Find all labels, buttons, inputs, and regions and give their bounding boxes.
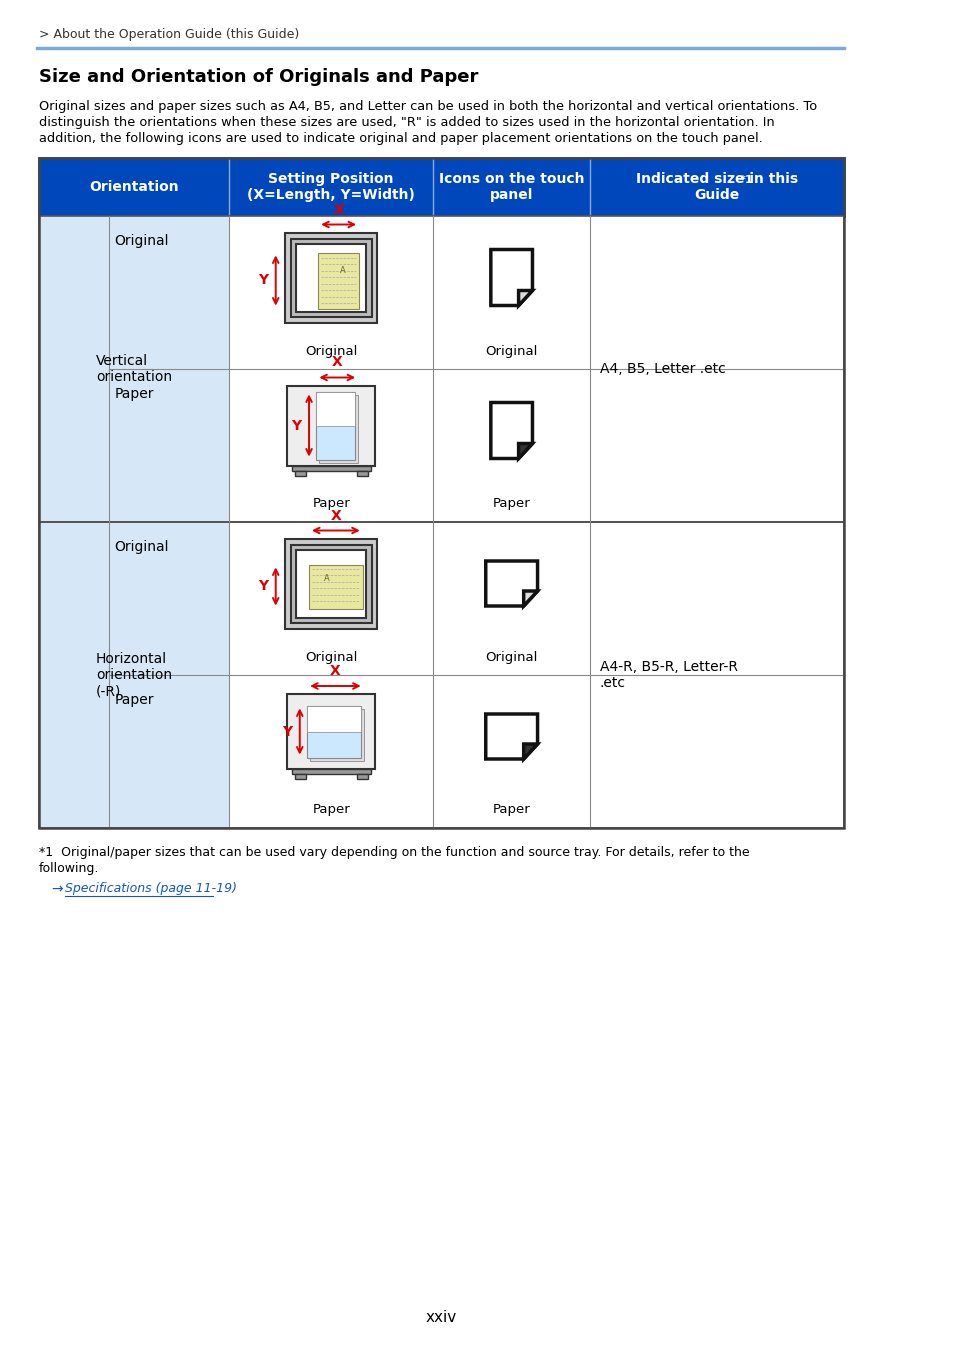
- Polygon shape: [485, 562, 537, 606]
- Text: > About the Operation Guide (this Guide): > About the Operation Guide (this Guide): [39, 28, 299, 40]
- Text: Original: Original: [305, 651, 357, 663]
- Polygon shape: [491, 402, 532, 459]
- Text: Horizontal
orientation
(-R): Horizontal orientation (-R): [96, 652, 172, 698]
- Text: Original: Original: [114, 540, 169, 553]
- Text: *1  Original/paper sizes that can be used vary depending on the function and sou: *1 Original/paper sizes that can be used…: [39, 846, 749, 859]
- Text: following.: following.: [39, 863, 99, 875]
- Text: Vertical
orientation: Vertical orientation: [96, 354, 172, 385]
- Bar: [291, 544, 372, 622]
- Text: X: X: [332, 355, 342, 370]
- Text: xxiv: xxiv: [425, 1311, 456, 1326]
- Text: Paper: Paper: [312, 498, 350, 510]
- Text: A: A: [339, 266, 345, 275]
- Text: addition, the following icons are used to indicate original and paper placement : addition, the following icons are used t…: [39, 132, 761, 144]
- Text: X: X: [330, 664, 340, 678]
- Bar: [39, 158, 843, 216]
- Text: Original: Original: [114, 234, 169, 248]
- Text: Y: Y: [282, 725, 292, 738]
- Text: Y: Y: [258, 274, 268, 288]
- Bar: [285, 232, 377, 323]
- Text: *1: *1: [740, 176, 753, 185]
- Bar: [316, 392, 355, 425]
- Bar: [310, 709, 363, 760]
- Bar: [292, 769, 370, 774]
- Bar: [39, 158, 843, 828]
- Bar: [316, 392, 355, 459]
- Text: Paper: Paper: [493, 498, 530, 510]
- Polygon shape: [485, 714, 537, 759]
- Bar: [285, 539, 377, 629]
- Bar: [294, 774, 306, 779]
- Text: Specifications (page 11-19): Specifications (page 11-19): [65, 882, 236, 895]
- Text: Indicated size in this
Guide: Indicated size in this Guide: [636, 171, 798, 202]
- Bar: [287, 694, 375, 769]
- Text: A4, B5, Letter .etc: A4, B5, Letter .etc: [598, 362, 724, 377]
- Bar: [39, 216, 230, 522]
- Text: Paper: Paper: [312, 803, 350, 817]
- Bar: [294, 471, 306, 475]
- Text: Y: Y: [292, 418, 301, 432]
- Bar: [318, 252, 358, 309]
- Polygon shape: [523, 591, 537, 606]
- Polygon shape: [523, 744, 537, 759]
- Text: Y: Y: [258, 579, 268, 594]
- Bar: [295, 243, 366, 312]
- Text: X: X: [333, 202, 344, 216]
- Bar: [309, 564, 362, 609]
- Bar: [39, 216, 843, 522]
- Bar: [39, 522, 843, 828]
- Text: Size and Orientation of Originals and Paper: Size and Orientation of Originals and Pa…: [39, 68, 477, 86]
- Text: Original: Original: [485, 651, 537, 663]
- Bar: [356, 471, 368, 475]
- Text: Original sizes and paper sizes such as A4, B5, and Letter can be used in both th: Original sizes and paper sizes such as A…: [39, 100, 816, 113]
- Bar: [307, 706, 360, 757]
- Bar: [307, 706, 360, 732]
- Text: Original: Original: [485, 344, 537, 358]
- Bar: [287, 386, 375, 466]
- Text: Paper: Paper: [114, 387, 154, 401]
- Bar: [356, 774, 368, 779]
- Bar: [292, 466, 370, 471]
- Text: Setting Position
(X=Length, Y=Width): Setting Position (X=Length, Y=Width): [247, 171, 415, 202]
- Text: distinguish the orientations when these sizes are used, "R" is added to sizes us: distinguish the orientations when these …: [39, 116, 774, 130]
- Bar: [230, 522, 843, 828]
- Polygon shape: [518, 444, 532, 459]
- Bar: [291, 239, 372, 316]
- Text: A4-R, B5-R, Letter-R
.etc: A4-R, B5-R, Letter-R .etc: [598, 660, 737, 690]
- Bar: [230, 216, 843, 522]
- Bar: [39, 522, 230, 828]
- Text: A: A: [323, 574, 329, 583]
- Text: Paper: Paper: [114, 693, 154, 707]
- Polygon shape: [518, 290, 532, 305]
- Text: Paper: Paper: [493, 803, 530, 817]
- Text: Original: Original: [305, 344, 357, 358]
- Polygon shape: [491, 250, 532, 305]
- Text: Orientation: Orientation: [90, 180, 179, 194]
- Text: Icons on the touch
panel: Icons on the touch panel: [438, 171, 584, 202]
- Text: →: →: [51, 882, 63, 896]
- Bar: [295, 549, 366, 617]
- Bar: [319, 394, 357, 463]
- Text: X: X: [330, 509, 341, 522]
